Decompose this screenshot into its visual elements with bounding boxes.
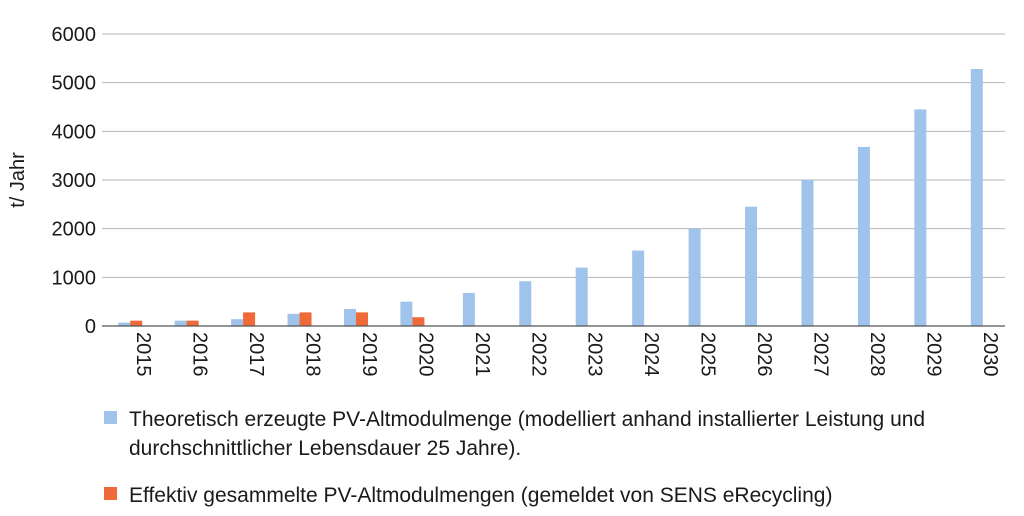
x-tick-label: 2020 [414, 332, 436, 377]
bar-collected-2017 [243, 312, 256, 326]
x-tick-label: 2030 [979, 332, 1001, 377]
x-tick-label: 2023 [584, 332, 606, 377]
bar-collected-2015 [130, 320, 143, 326]
x-tick-label: 2016 [189, 332, 211, 377]
legend-item-collected: Effektiv gesammelte PV-Altmodulmengen (g… [104, 481, 1009, 510]
y-tick-label: 4000 [52, 121, 97, 143]
x-tick-label: 2022 [527, 332, 549, 377]
bar-theoretical-2025 [688, 228, 701, 326]
x-tick-label: 2029 [922, 332, 944, 377]
bar-theoretical-2020 [400, 301, 413, 326]
bar-theoretical-2019 [343, 308, 356, 326]
y-tick-label: 0 [85, 316, 96, 338]
bar-collected-2016 [186, 320, 199, 326]
x-tick-label: 2025 [697, 332, 719, 377]
x-tick-label: 2015 [132, 332, 154, 377]
bar-theoretical-2029 [914, 109, 927, 326]
y-tick-label: 5000 [52, 73, 97, 95]
gridlines [102, 33, 1005, 278]
bar-collected-2018 [299, 312, 312, 326]
bar-theoretical-2017 [231, 319, 244, 326]
y-axis-label: t/ Jahr [7, 152, 29, 208]
bars [118, 69, 983, 326]
bar-theoretical-2015 [118, 322, 131, 326]
bar-theoretical-2024 [632, 250, 645, 326]
x-tick-label: 2024 [640, 332, 662, 377]
bar-collected-2019 [355, 312, 368, 326]
x-tick-label: 2027 [809, 332, 831, 377]
bar-theoretical-2016 [174, 320, 187, 326]
x-tick-label: 2017 [245, 332, 267, 377]
x-tick-label: 2028 [866, 332, 888, 377]
axes: 0 1000 2000 3000 4000 5000 6000 2015 2016 2017 201… [52, 24, 1005, 377]
x-tick-label: 2026 [753, 332, 775, 377]
bar-theoretical-2018 [287, 313, 300, 326]
bar-chart: 0 1000 2000 3000 4000 5000 6000 2015 2016 2017 201… [7, 24, 1005, 377]
legend-label-collected: Effektiv gesammelte PV-Altmodulmengen (g… [129, 484, 833, 507]
bar-theoretical-2026 [745, 206, 758, 326]
legend-swatch-collected [104, 487, 117, 500]
legend-item-theoretical: Theoretisch erzeugte PV-Altmodulmenge (m… [104, 405, 1009, 463]
bar-collected-2020 [412, 317, 425, 326]
bar-theoretical-2028 [857, 146, 870, 326]
bar-theoretical-2021 [462, 292, 475, 326]
bar-theoretical-2022 [519, 281, 532, 326]
x-tick-label: 2021 [471, 332, 493, 377]
x-tick-label: 2019 [358, 332, 380, 377]
legend-swatch-theoretical [104, 411, 117, 424]
y-tick-label: 1000 [52, 267, 97, 289]
y-tick-label: 3000 [52, 170, 97, 192]
bar-theoretical-2027 [801, 180, 814, 326]
x-tick-label: 2018 [302, 332, 324, 377]
bar-theoretical-2023 [575, 267, 588, 326]
bar-theoretical-2030 [970, 69, 983, 326]
y-tick-label: 2000 [52, 219, 97, 241]
y-tick-label: 6000 [52, 24, 97, 46]
legend-label-theoretical: Theoretisch erzeugte PV-Altmodulmenge (m… [129, 408, 926, 460]
